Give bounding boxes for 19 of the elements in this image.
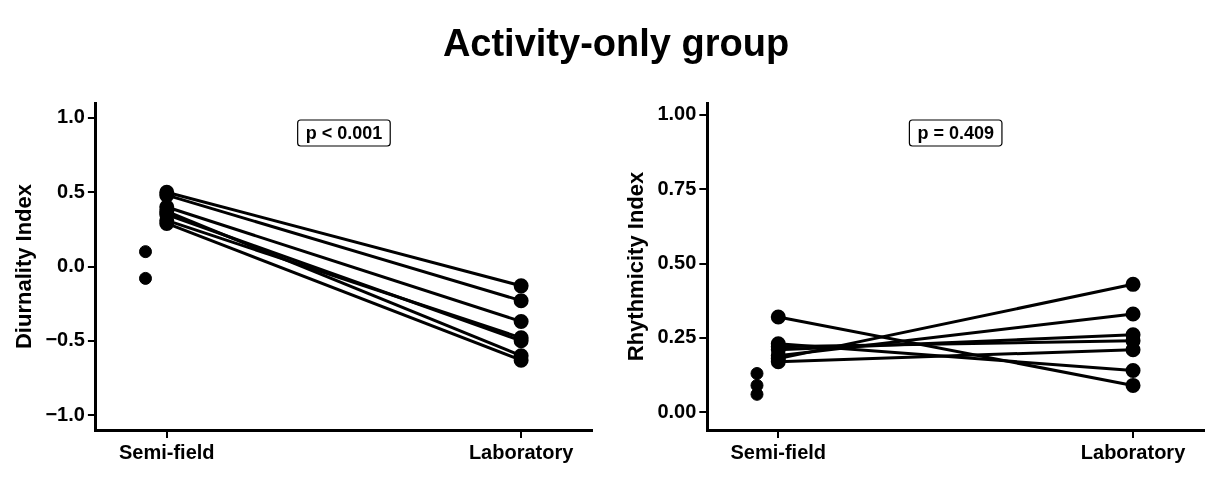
y-tick-label: 0.0: [57, 254, 85, 277]
y-tick-label: 0.5: [57, 179, 85, 202]
x-tick-label: Semi-field: [730, 440, 827, 463]
y-tick-label: −1.0: [45, 402, 85, 425]
annotation: p < 0.001: [305, 122, 383, 143]
annotation: p = 0.409: [917, 122, 994, 143]
y-tick-label: −0.5: [45, 328, 85, 351]
chart-title: Activity-only group: [441, 21, 791, 66]
x-tick-label: Laboratory: [468, 440, 575, 463]
y-tick-label: 1.00: [657, 102, 697, 125]
x-tick-label: Laboratory: [1080, 440, 1187, 463]
y-axis-title: Rhythmicity Index: [623, 171, 649, 362]
y-tick-label: 0.00: [657, 399, 697, 422]
y-tick-label: 1.0: [57, 105, 85, 128]
y-tick-label: 0.25: [657, 325, 697, 348]
x-tick-label: Semi-field: [118, 440, 215, 463]
y-axis-title: Diurnality Index: [11, 183, 37, 350]
y-tick-label: 0.50: [657, 251, 697, 274]
y-tick-label: 0.75: [657, 176, 697, 199]
